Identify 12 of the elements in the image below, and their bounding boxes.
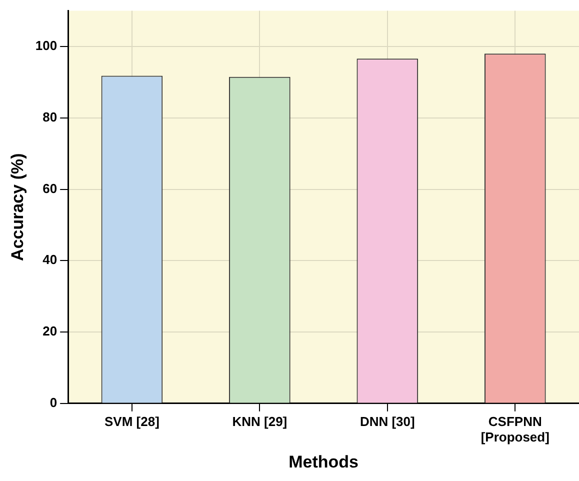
y-tick-label: 80 xyxy=(42,109,58,124)
y-tick-label: 40 xyxy=(42,252,58,268)
x-tick-label: SVM [28] xyxy=(104,414,160,429)
x-tick-label: KNN [29] xyxy=(232,414,288,429)
x-tick-label: DNN [30] xyxy=(360,414,415,429)
x-axis-title: Methods xyxy=(288,452,358,472)
y-axis-title: Accuracy (%) xyxy=(8,153,27,261)
y-tick-label: 100 xyxy=(35,38,58,54)
x-tick-label: CSFPNN [Proposed] xyxy=(480,414,550,444)
y-tick-label: 20 xyxy=(42,324,58,339)
y-tick-label: 60 xyxy=(42,180,58,196)
y-tick-label: 0 xyxy=(50,394,58,410)
